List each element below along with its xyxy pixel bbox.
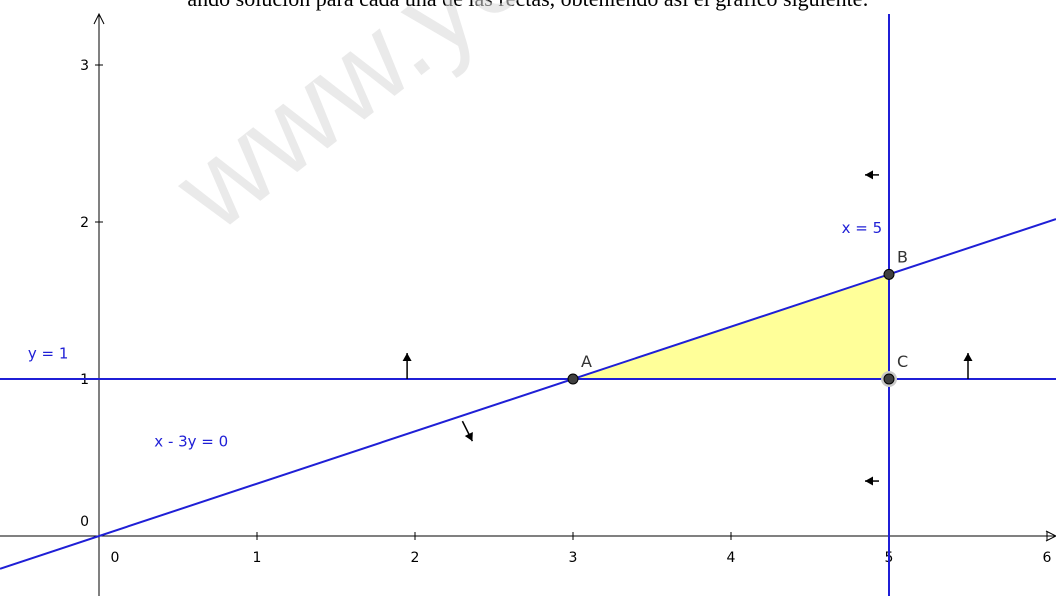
x-axis-arrowhead: [1045, 530, 1056, 542]
vertex-label: A: [581, 352, 592, 371]
vertex-point: [567, 373, 579, 385]
vertex-label: C: [897, 352, 908, 371]
vertex-point: [883, 373, 895, 385]
x-tick-label: 6: [1043, 550, 1052, 566]
constraint-label: y = 1: [28, 345, 69, 363]
direction-arrowhead: [865, 476, 873, 486]
constraint-line: [0, 218, 1056, 570]
y-axis-arrowhead: [93, 12, 105, 25]
y-tick-label: 0: [80, 514, 89, 530]
direction-arrowhead: [464, 431, 473, 442]
constraint-label: x - 3y = 0: [154, 433, 228, 451]
direction-arrowhead: [865, 170, 873, 180]
x-tick-label: 1: [253, 550, 262, 566]
vertex-point: [883, 268, 895, 280]
direction-arrowhead: [963, 353, 973, 361]
x-tick-label: 0: [111, 550, 120, 566]
direction-arrowhead: [402, 353, 412, 361]
y-tick-label: 3: [80, 58, 89, 74]
vertex-label: B: [897, 247, 908, 266]
y-tick-label: 2: [80, 215, 89, 231]
caption-text: ando solución para cada una de las recta…: [0, 0, 1056, 16]
x-tick-label: 2: [411, 550, 420, 566]
x-tick-label: 4: [727, 550, 736, 566]
constraint-label: x = 5: [842, 219, 883, 237]
x-tick-label: 3: [569, 550, 578, 566]
